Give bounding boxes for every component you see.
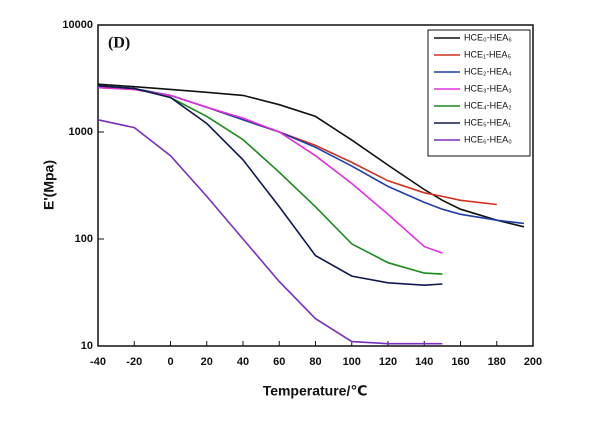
series-line <box>97 85 443 275</box>
legend-label: HCE₄-HEA₂ <box>464 100 512 110</box>
x-tick-label: -20 <box>126 356 142 368</box>
x-tick-label: 180 <box>488 356 506 368</box>
legend-box <box>427 29 531 157</box>
series-line <box>97 119 443 345</box>
y-tick-label: 1000 <box>69 126 93 138</box>
y-tick-label: 10000 <box>62 19 93 31</box>
x-tick-label: 120 <box>379 356 397 368</box>
legend-label: HCE₂-HEA₄ <box>464 66 512 76</box>
x-axis-title: Temperature/℃ <box>263 383 368 399</box>
x-tick-label: 160 <box>451 356 469 368</box>
series-line <box>97 86 443 254</box>
y-axis-title: E'(Mpa) <box>41 160 57 210</box>
x-tick-label: 100 <box>343 356 361 368</box>
y-tick-label: 100 <box>75 233 93 245</box>
legend-label: HCE₀-HEA₆ <box>464 32 512 42</box>
x-tick-label: 200 <box>524 356 542 368</box>
legend-label: HCE₁-HEA₅ <box>464 49 512 59</box>
x-tick-label: 20 <box>201 356 213 368</box>
x-tick-label: 140 <box>415 356 433 368</box>
legend-label: HCE₅-HEA₁ <box>464 117 511 127</box>
legend-label: HCE₆-HEA₀ <box>464 134 512 144</box>
x-tick-label: 40 <box>237 356 249 368</box>
x-tick-label: 0 <box>167 356 173 368</box>
y-tick-label: 10 <box>81 340 93 352</box>
series-line <box>97 83 525 228</box>
x-tick-label: -40 <box>90 356 106 368</box>
x-tick-label: 60 <box>273 356 285 368</box>
x-tick-label: 80 <box>309 356 321 368</box>
panel-label: (D) <box>108 35 130 52</box>
legend-label: HCE₃-HEA₃ <box>464 83 512 93</box>
series-line <box>97 85 443 287</box>
